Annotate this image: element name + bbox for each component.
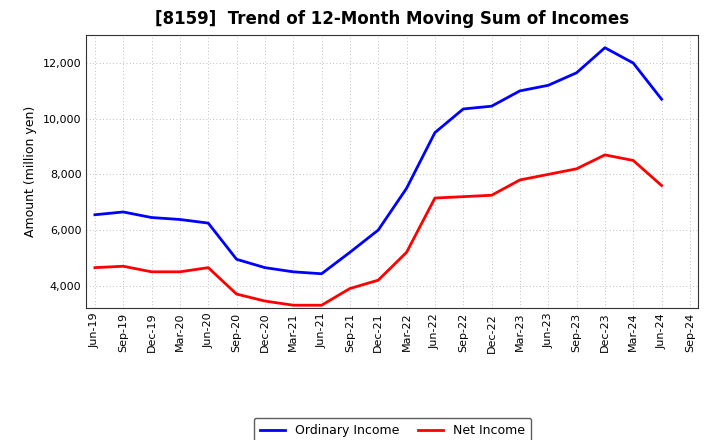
Ordinary Income xyxy=(318,271,326,276)
Net Income xyxy=(657,183,666,188)
Ordinary Income xyxy=(431,130,439,135)
Y-axis label: Amount (million yen): Amount (million yen) xyxy=(24,106,37,237)
Net Income xyxy=(148,269,156,275)
Title: [8159]  Trend of 12-Month Moving Sum of Incomes: [8159] Trend of 12-Month Moving Sum of I… xyxy=(156,10,629,28)
Net Income xyxy=(487,193,496,198)
Ordinary Income xyxy=(346,249,354,255)
Ordinary Income xyxy=(657,97,666,102)
Net Income xyxy=(459,194,467,199)
Ordinary Income xyxy=(261,265,269,270)
Ordinary Income xyxy=(572,70,581,75)
Ordinary Income xyxy=(374,227,382,233)
Legend: Ordinary Income, Net Income: Ordinary Income, Net Income xyxy=(253,418,531,440)
Net Income xyxy=(600,152,609,158)
Ordinary Income xyxy=(402,186,411,191)
Line: Net Income: Net Income xyxy=(95,155,662,305)
Net Income xyxy=(516,177,524,183)
Net Income xyxy=(261,298,269,304)
Ordinary Income xyxy=(91,212,99,217)
Ordinary Income xyxy=(516,88,524,94)
Ordinary Income xyxy=(600,45,609,50)
Ordinary Income xyxy=(544,83,552,88)
Net Income xyxy=(289,303,297,308)
Ordinary Income xyxy=(148,215,156,220)
Net Income xyxy=(346,286,354,291)
Ordinary Income xyxy=(176,217,184,222)
Net Income xyxy=(572,166,581,172)
Net Income xyxy=(119,264,127,269)
Line: Ordinary Income: Ordinary Income xyxy=(95,48,662,274)
Ordinary Income xyxy=(289,269,297,275)
Net Income xyxy=(431,195,439,201)
Net Income xyxy=(204,265,212,270)
Net Income xyxy=(629,158,637,163)
Ordinary Income xyxy=(487,103,496,109)
Ordinary Income xyxy=(119,209,127,215)
Ordinary Income xyxy=(233,257,241,262)
Net Income xyxy=(402,249,411,255)
Net Income xyxy=(233,291,241,297)
Ordinary Income xyxy=(629,60,637,66)
Ordinary Income xyxy=(459,106,467,112)
Net Income xyxy=(544,172,552,177)
Net Income xyxy=(318,303,326,308)
Net Income xyxy=(91,265,99,270)
Net Income xyxy=(374,278,382,283)
Ordinary Income xyxy=(204,220,212,226)
Net Income xyxy=(176,269,184,275)
